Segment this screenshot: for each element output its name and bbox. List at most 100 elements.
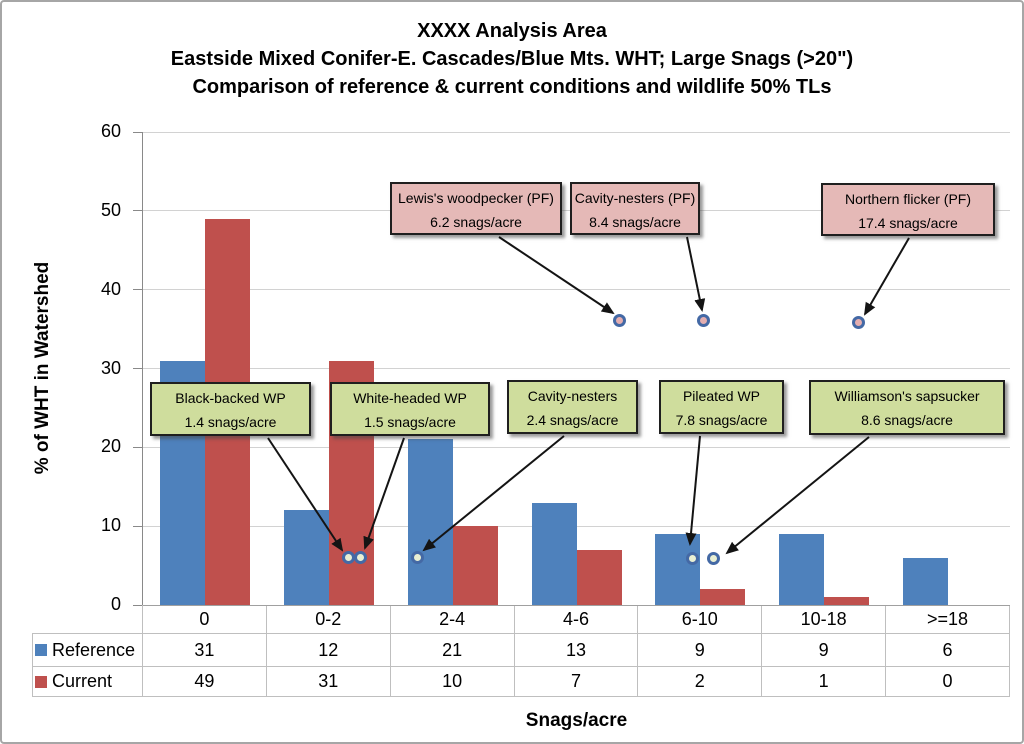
table-value-current-4-6: 7 (514, 667, 639, 697)
y-tick-label-60: 60 (100, 121, 121, 141)
table-left-border (32, 634, 33, 697)
callout-species-label: Cavity-nesters (527, 388, 618, 404)
y-tick-50 (133, 210, 142, 212)
table-value-reference-2-4: 21 (390, 634, 515, 667)
callout-arrow-1 (686, 236, 706, 312)
table-value-reference->=18: 6 (886, 634, 1010, 667)
legend-item-current: Current (32, 667, 143, 697)
y-tick-label-40: 40 (100, 278, 121, 299)
chart-title-line-2: Eastside Mixed Conifer-E. Cascades/Blue … (170, 48, 854, 70)
table-header-cell->=18: >=18 (886, 605, 1010, 634)
y-tick-0 (133, 604, 142, 606)
data-table: 0 0-2 2-4 4-6 6-10 10-18 >=18 Reference 31 12 21 13… (32, 605, 1010, 697)
gridline-10 (143, 525, 1010, 527)
callout-box-0: Lewis's woodpecker (PF) 6.2 snags/acre (390, 182, 562, 235)
callout-value-label: 8.6 snags/acre (861, 412, 953, 428)
callout-species-label: Lewis's woodpecker (PF) (398, 190, 554, 206)
tolerance-marker-0 (612, 313, 626, 327)
table-value-current-0-2: 31 (266, 667, 391, 697)
table-value-reference-6-10: 9 (638, 634, 763, 667)
table-value-reference-4-6: 13 (514, 634, 639, 667)
callout-value-label: 1.4 snags/acre (184, 414, 277, 430)
gridline-60 (143, 131, 1010, 133)
tolerance-marker-2 (851, 315, 865, 329)
table-header-cell-0: 0 (143, 605, 267, 634)
callout-species-label: Black-backed WP (175, 390, 286, 406)
callout-box-3: Black-backed WP 1.4 snags/acre (150, 382, 311, 436)
table-value-current->=18: 0 (886, 667, 1010, 697)
gridline-30 (143, 368, 1010, 369)
tolerance-marker-4 (353, 550, 367, 564)
legend-swatch-current (35, 675, 47, 688)
gridline-40 (143, 289, 1010, 291)
y-tick-label-50: 50 (100, 199, 121, 220)
callout-box-4: White-headed WP 1.5 snags/acre (330, 382, 490, 436)
x-axis-title: Snags/acre (525, 710, 628, 731)
callout-species-label: Williamson's sapsucker (834, 388, 980, 404)
bar-reference-2-4 (407, 439, 453, 605)
y-tick-label-0: 0 (110, 594, 121, 614)
y-tick-label-30: 30 (100, 357, 121, 378)
callout-box-5: Cavity-nesters 2.4 snags/acre (507, 380, 638, 434)
callout-box-2: Northern flicker (PF) 17.4 snags/acre (821, 183, 995, 236)
table-header-cell-10-18: 10-18 (762, 605, 887, 634)
y-tick-60 (133, 131, 142, 133)
bar-current-4-6 (576, 549, 622, 605)
callout-box-6: Pileated WP 7.8 snags/acre (659, 380, 784, 434)
y-tick-label-10: 10 (100, 515, 121, 536)
table-value-current-2-4: 10 (390, 667, 515, 697)
table-value-current-6-10: 2 (638, 667, 763, 697)
y-axis-title: % of WHT in Watershed (32, 261, 53, 475)
table-header-cell-4-6: 4-6 (514, 605, 639, 634)
callout-value-label: 7.8 snags/acre (675, 412, 768, 428)
tolerance-marker-7 (706, 551, 720, 565)
callout-species-label: Cavity-nesters (PF) (574, 190, 696, 206)
y-tick-20 (133, 446, 142, 448)
tolerance-marker-1 (696, 313, 710, 327)
table-header-stub (32, 605, 143, 634)
chart-title-block: XXXX Analysis Area Eastside Mixed Conife… (2, 17, 1022, 101)
bar-reference-6-10 (655, 534, 701, 605)
x-axis-line (143, 605, 1010, 606)
table-value-current-0: 49 (143, 667, 267, 697)
y-tick-10 (133, 525, 142, 527)
legend-label-current: Current (52, 671, 113, 691)
y-axis-line (142, 132, 143, 605)
y-tick-40 (133, 289, 142, 291)
legend-swatch-reference (35, 644, 47, 656)
table-header-cell-2-4: 2-4 (390, 605, 515, 634)
callout-species-label: Pileated WP (682, 388, 761, 404)
table-value-reference-0-2: 12 (266, 634, 391, 667)
bar-reference-0-2 (283, 510, 329, 605)
bar-current-6-10 (700, 589, 746, 605)
callout-value-label: 2.4 snags/acre (526, 412, 619, 428)
callout-species-label: White-headed WP (353, 390, 467, 406)
tolerance-marker-6 (685, 551, 699, 565)
table-header-cell-6-10: 6-10 (638, 605, 763, 634)
callout-value-label: 8.4 snags/acre (589, 214, 681, 230)
tolerance-marker-5 (410, 550, 424, 564)
legend-label-reference: Reference (52, 639, 136, 660)
bar-reference-4-6 (531, 502, 577, 605)
callout-value-label: 1.5 snags/acre (364, 414, 456, 430)
callout-value-label: 6.2 snags/acre (430, 214, 522, 230)
callout-box-7: Williamson's sapsucker 8.6 snags/acre (809, 380, 1005, 435)
gridline-20 (143, 446, 1010, 448)
bar-current-2-4 (452, 526, 498, 605)
callout-value-label: 17.4 snags/acre (858, 215, 958, 231)
bar-current-10-18 (824, 597, 870, 605)
callout-box-1: Cavity-nesters (PF) 8.4 snags/acre (570, 182, 700, 235)
table-value-current-10-18: 1 (762, 667, 887, 697)
callout-arrow-2 (863, 237, 910, 316)
chart-title-line-3: Comparison of reference & current condit… (192, 76, 832, 98)
table-value-reference-0: 31 (143, 634, 267, 667)
table-value-reference-10-18: 9 (762, 634, 887, 667)
legend-item-reference: Reference (32, 634, 143, 667)
bar-reference->=18 (903, 557, 949, 605)
callout-species-label: Northern flicker (PF) (844, 191, 972, 207)
tolerance-marker-3 (341, 550, 355, 564)
table-header-cell-0-2: 0-2 (266, 605, 391, 634)
callout-arrow-0 (498, 236, 615, 315)
bar-reference-10-18 (779, 534, 825, 605)
